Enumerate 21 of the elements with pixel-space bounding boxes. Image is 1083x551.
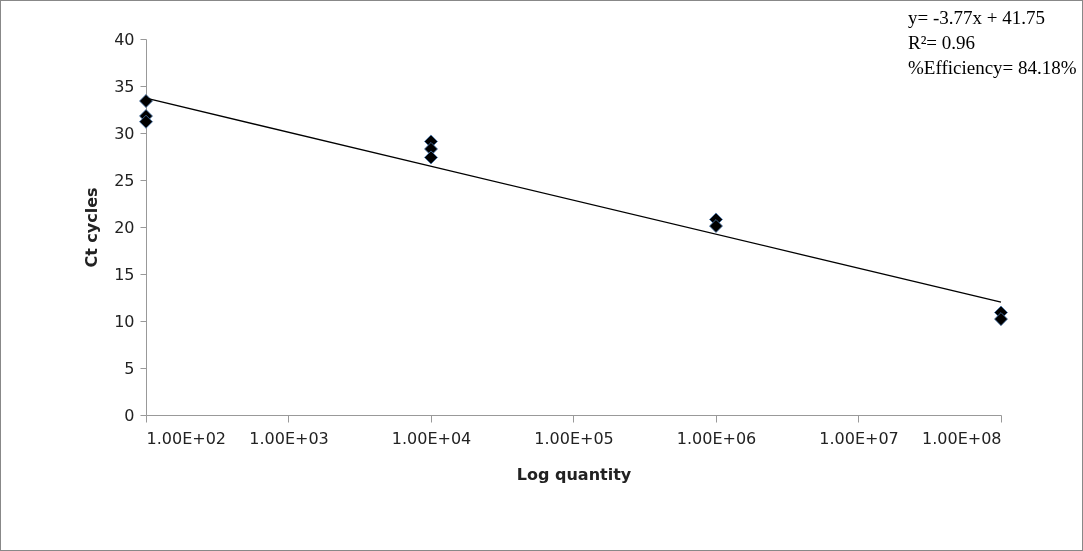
text: y= -3.77x + 41.75	[908, 7, 1046, 28]
y-tick-label: 35	[114, 76, 135, 96]
y-tick-label: 25	[114, 170, 135, 190]
x-tick-label: 1.00E+07	[819, 428, 899, 448]
y-tick-label: 30	[114, 123, 135, 143]
x-axis-title: Log quantity	[516, 464, 632, 484]
x-tick-label: 1.00E+05	[534, 428, 614, 448]
x-tick-label: 1.00E+08	[922, 428, 1002, 448]
x-tick-label: 1.00E+03	[249, 428, 329, 448]
x-tick-label: 1.00E+04	[391, 428, 472, 448]
x-tick-label: 1.00E+06	[676, 428, 757, 448]
y-tick-label: 5	[124, 358, 135, 378]
y-tick-label: 15	[114, 264, 135, 284]
annotation: %Efficiency= 84.18%	[908, 57, 1077, 78]
y-tick-label: 0	[124, 405, 135, 425]
y-tick-label: 20	[114, 217, 135, 237]
x-tick-label: 1.00E+02	[146, 428, 226, 448]
y-axis-title: Ct cycles	[82, 187, 102, 268]
y-tick-label: 40	[114, 29, 135, 49]
annotation: R²= 0.96	[908, 32, 976, 53]
y-tick-label: 10	[114, 311, 135, 331]
